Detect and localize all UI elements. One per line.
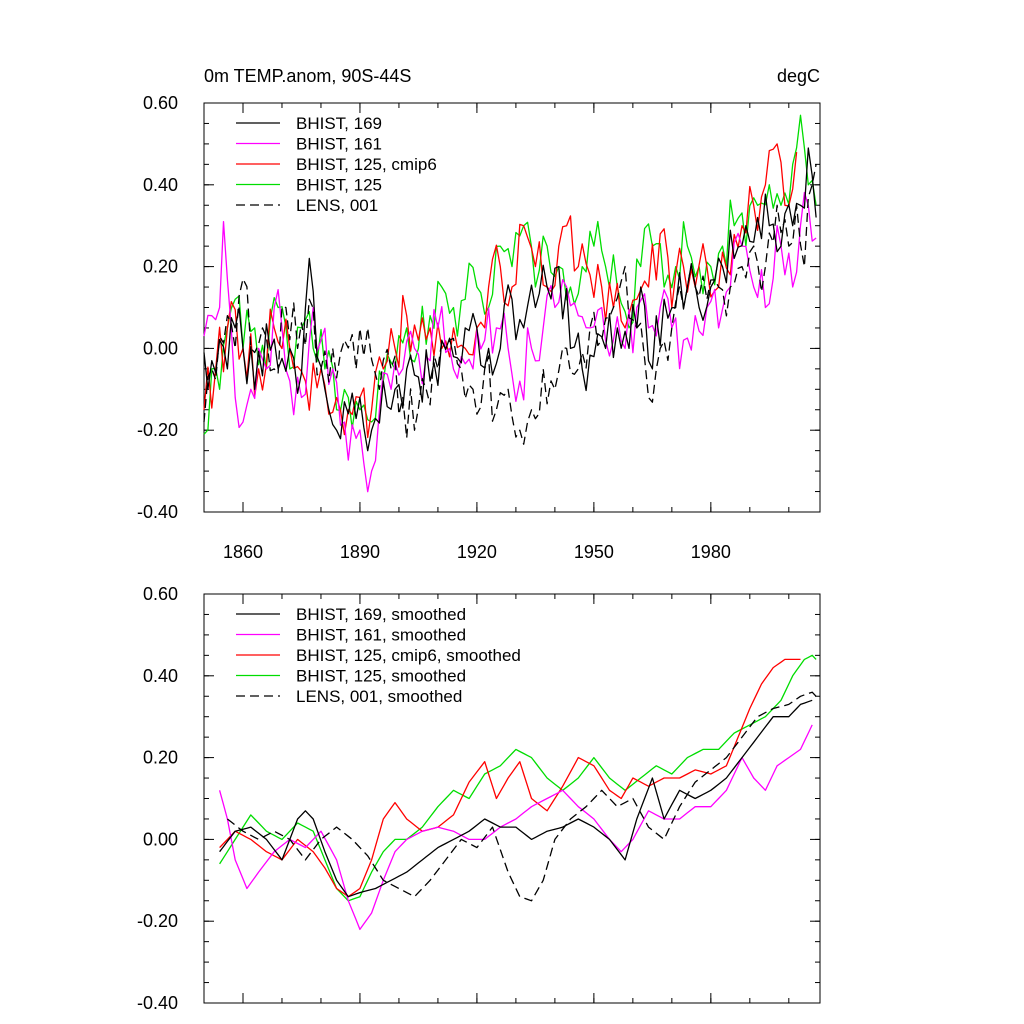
legend-label: BHIST, 125: [296, 176, 382, 195]
y-tick-label: -0.20: [137, 420, 178, 440]
legend-label: BHIST, 161, smoothed: [296, 626, 466, 645]
units-label: degC: [777, 66, 820, 86]
legend-label: BHIST, 169, smoothed: [296, 605, 466, 624]
series-line-bhist-125-cmip6: [203, 143, 798, 439]
x-tick-label: 1950: [574, 542, 614, 562]
legend-label: BHIST, 125, cmip6, smoothed: [296, 646, 521, 665]
series-line-bhist-125-cmip6-smoothed: [219, 658, 801, 898]
top-panel: -0.40 -0.20 0.00 0.20 0.40 0.60 1860 1890 1920 19…: [137, 93, 821, 562]
series-line-lens-001-smoothed: [227, 691, 817, 902]
y-tick-label: -0.40: [137, 993, 178, 1013]
x-tick-label: 1890: [340, 542, 380, 562]
legend-label: BHIST, 125, cmip6: [296, 155, 437, 174]
x-tick-label: 1860: [223, 542, 263, 562]
series-line-bhist-169-smoothed: [219, 699, 813, 898]
legend-label: BHIST, 161: [296, 135, 382, 154]
bottom-panel: -0.40 -0.20 0.00 0.20 0.40 0.60 BHIST, 169, sm…: [137, 584, 821, 1013]
y-tick-label: 0.00: [143, 338, 178, 358]
y-tick-label: 0.60: [143, 93, 178, 113]
legend-label: LENS, 001, smoothed: [296, 687, 462, 706]
y-tick-label: 0.40: [143, 666, 178, 686]
y-tick-label: 0.40: [143, 175, 178, 195]
series-line-lens-001: [203, 164, 817, 445]
y-tick-label: 0.60: [143, 584, 178, 604]
y-tick-label: -0.20: [137, 911, 178, 931]
y-tick-label: -0.40: [137, 502, 178, 522]
x-tick-label: 1920: [457, 542, 497, 562]
legend-label: LENS, 001: [296, 196, 378, 215]
legend-label: BHIST, 169: [296, 114, 382, 133]
y-tick-label: 0.00: [143, 829, 178, 849]
x-tick-label: 1980: [691, 542, 731, 562]
chart-title: 0m TEMP.anom, 90S-44S: [204, 66, 411, 86]
series-line-bhist-125-smoothed: [219, 654, 817, 902]
y-tick-label: 0.20: [143, 748, 178, 768]
legend-label: BHIST, 125, smoothed: [296, 667, 466, 686]
y-tick-label: 0.20: [143, 257, 178, 277]
series-line-bhist-169: [203, 147, 817, 452]
series-line-bhist-161: [203, 191, 817, 493]
